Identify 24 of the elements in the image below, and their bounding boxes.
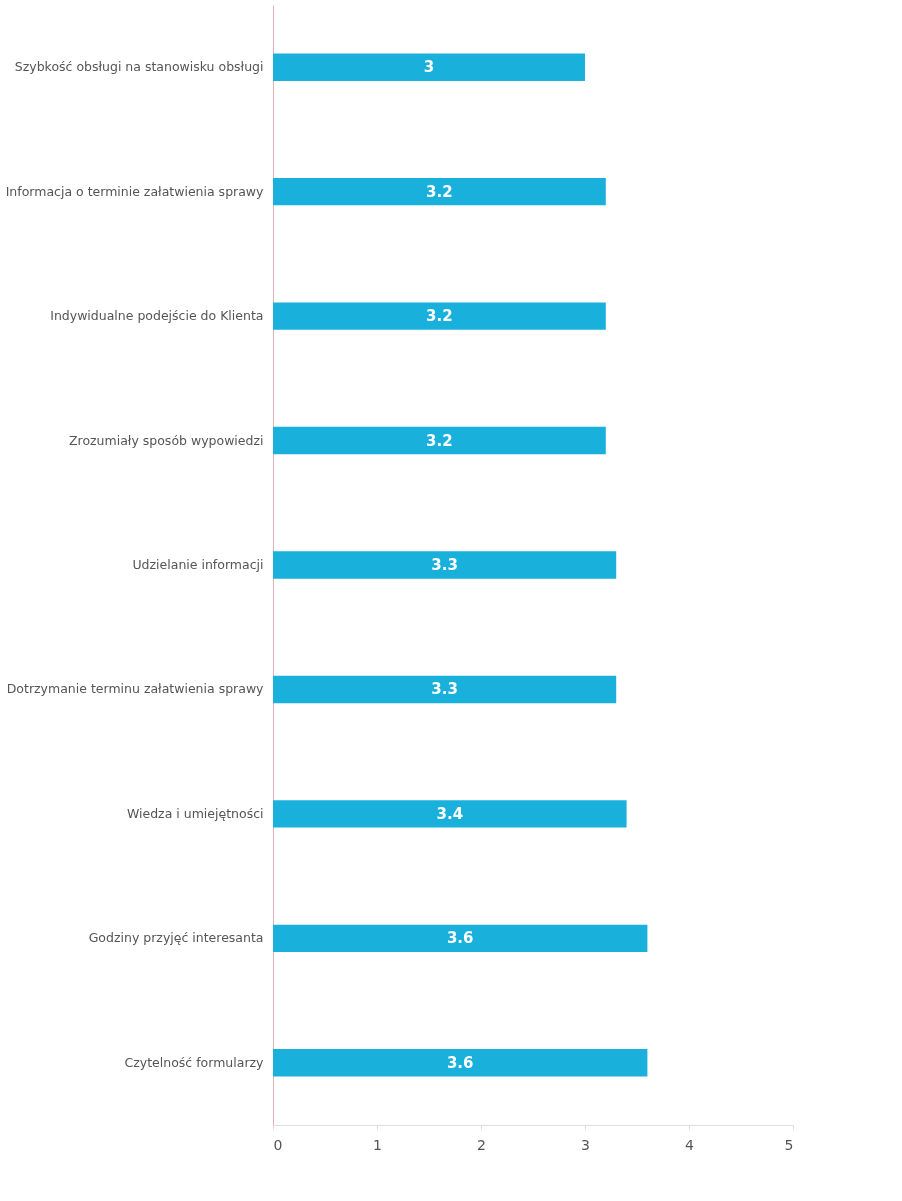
y-tick-label: Indywidualne podejście do Klienta xyxy=(50,308,264,324)
data-label: 3.6 xyxy=(446,1053,474,1072)
data-label: 3 xyxy=(423,58,435,77)
y-tick-label: Dotrzymanie terminu załatwienia sprawy xyxy=(6,681,265,697)
data-label: 3.3 xyxy=(431,680,458,699)
x-tick-label: 1 xyxy=(373,1136,382,1153)
x-tick-label: 2 xyxy=(477,1136,486,1153)
y-tick-label: Szybkość obsługi na stanowisku obsługi xyxy=(14,59,264,75)
x-tick-label: 3 xyxy=(581,1136,590,1153)
data-label: 3.2 xyxy=(426,307,453,326)
x-tick-label: 4 xyxy=(685,1136,695,1153)
y-tick-label: Wiedza i umiejętności xyxy=(126,805,264,821)
data-label: 3.2 xyxy=(426,182,453,201)
y-tick-label: Czytelność formularzy xyxy=(124,1054,265,1070)
data-label: 3.3 xyxy=(431,556,458,574)
y-tick-label: Informacja o terminie załatwienia sprawy xyxy=(5,183,265,199)
x-tick-label: 0 xyxy=(273,1136,283,1153)
y-tick-label: Udzielanie informacji xyxy=(132,557,264,572)
y-tick-label: Godziny przyjęć interesanta xyxy=(88,930,264,946)
data-label: 3.6 xyxy=(446,929,474,948)
x-tick-label: 5 xyxy=(784,1136,794,1153)
data-label: 3.4 xyxy=(436,804,464,823)
data-label: 3.2 xyxy=(426,431,453,450)
y-tick-label: Zrozumiały sposób wypowiedzi xyxy=(68,432,264,448)
